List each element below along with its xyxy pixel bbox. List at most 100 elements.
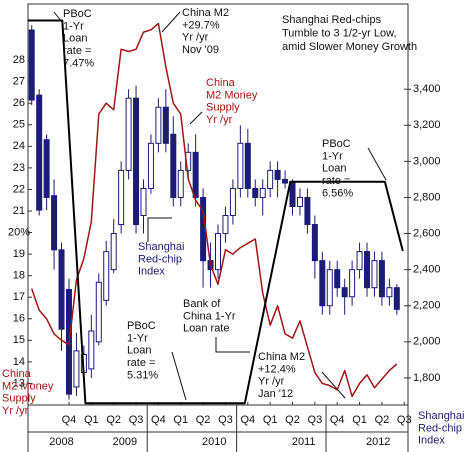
- x-tick-label: Q2: [106, 414, 121, 426]
- annotation: China: [2, 368, 32, 380]
- annotation: Yr /yr: [2, 405, 29, 417]
- y2-tick-label: 2,800: [413, 191, 441, 203]
- annotation: Supply: [2, 393, 36, 405]
- candle-body: [341, 287, 348, 298]
- candle-body: [244, 142, 251, 189]
- y-tick-label: 24: [13, 140, 25, 152]
- candle-body: [73, 350, 80, 388]
- candle-body: [36, 94, 43, 211]
- y-tick-label: 15: [13, 334, 25, 346]
- y-tick-label: 17: [13, 291, 25, 303]
- candle-body: [386, 287, 393, 298]
- candle-body: [364, 251, 371, 289]
- x-tick-label: Q4: [330, 414, 345, 426]
- y-tick-label: 27: [13, 76, 25, 88]
- candle-body: [237, 142, 244, 189]
- candle-body: [311, 224, 318, 262]
- candle-body: [229, 187, 236, 217]
- year-label: 2011: [292, 436, 316, 448]
- candle-body: [140, 187, 147, 217]
- y2-tick-label: 2,200: [413, 300, 441, 312]
- candle-body: [393, 287, 400, 310]
- y2-tick-label: 2,000: [413, 336, 441, 348]
- annotation: Loan: [127, 345, 151, 357]
- candle-body: [118, 169, 125, 226]
- candle-body: [133, 97, 140, 226]
- candle-body: [58, 249, 65, 330]
- candle-body: [252, 187, 259, 198]
- annotation: amid Slower Money Growth: [282, 41, 417, 53]
- annotation: 6.56%: [322, 188, 353, 200]
- series-line: [30, 22, 398, 398]
- y2-tick-label: 2,400: [413, 264, 441, 276]
- y-tick-label: 25: [13, 119, 25, 131]
- annotation: Shanghai Red-chips: [282, 14, 382, 26]
- annotation: China M2: [182, 7, 229, 19]
- annotation: Loan: [63, 33, 87, 45]
- annotation: PBoC: [127, 320, 156, 332]
- candle-body: [296, 196, 303, 207]
- candle-body: [334, 269, 341, 289]
- annotation: Shanghai: [418, 410, 465, 422]
- annotation: PBoC: [322, 138, 351, 150]
- annotation: 1-Yr: [127, 332, 148, 344]
- annotation: China: [206, 77, 236, 89]
- annotation: M2 Money: [2, 380, 54, 392]
- annotation: Loan rate: [183, 323, 229, 335]
- annotation: PBoC: [63, 8, 92, 20]
- candle-body: [356, 251, 363, 271]
- candle-body: [28, 29, 35, 101]
- annotation: Red-chip: [138, 253, 182, 265]
- annotation: +12.4%: [258, 363, 296, 375]
- candle-body: [125, 97, 132, 171]
- candle-body: [95, 281, 102, 343]
- annotation: 7.47%: [63, 58, 94, 70]
- candle-body: [103, 251, 110, 301]
- candle-body: [304, 196, 311, 226]
- y-tick-label: 13: [13, 377, 25, 389]
- candle-body: [155, 106, 162, 144]
- year-label: 2008: [49, 436, 73, 448]
- annotation: rate =: [322, 175, 350, 187]
- y-tick-label: 20%: [8, 226, 30, 238]
- annotation: 1-Yr: [63, 20, 84, 32]
- candle-body: [147, 142, 154, 189]
- candle-body: [378, 260, 385, 298]
- annotation: Index: [418, 435, 445, 447]
- annotation: China M2: [258, 351, 305, 363]
- annotation: rate =: [63, 45, 91, 57]
- annotation: Yr /yr: [182, 32, 209, 44]
- x-tick-label: Q1: [173, 414, 188, 426]
- candle-body: [222, 215, 229, 235]
- annotation: 5.31%: [127, 370, 158, 382]
- y-tick-label: 22: [13, 183, 25, 195]
- candle-body: [371, 260, 378, 289]
- annotation: 1-Yr: [322, 150, 343, 162]
- candle-body: [162, 106, 169, 144]
- y-tick-label: 19: [13, 248, 25, 260]
- y-tick-label: 28: [13, 54, 25, 66]
- candle-body: [177, 169, 184, 198]
- y2-tick-label: 3,200: [413, 119, 441, 131]
- candle-body: [349, 269, 356, 298]
- candle-body: [274, 169, 281, 180]
- y2-tick-label: 1,800: [413, 372, 441, 384]
- annotation: Yr /yr: [206, 114, 233, 126]
- y2-tick-label: 3,400: [413, 83, 441, 95]
- candle-body: [289, 182, 296, 207]
- x-tick-label: Q3: [129, 414, 144, 426]
- x-tick-label: Q3: [397, 414, 412, 426]
- x-tick-label: Q2: [375, 414, 390, 426]
- annotation: Yr /yr: [258, 376, 285, 388]
- x-tick-label: Q4: [151, 414, 166, 426]
- leader-lines: [53, 11, 387, 401]
- candle-body: [259, 187, 266, 198]
- candle-body: [215, 233, 221, 271]
- y2-tick-label: 2,600: [413, 227, 441, 239]
- year-label: 2012: [366, 436, 390, 448]
- annotation: Jan '12: [258, 388, 293, 400]
- annotation: Tumble to 3 1/2-yr Low,: [282, 27, 397, 39]
- annotation: Supply: [206, 102, 240, 114]
- annotation: Index: [138, 266, 165, 278]
